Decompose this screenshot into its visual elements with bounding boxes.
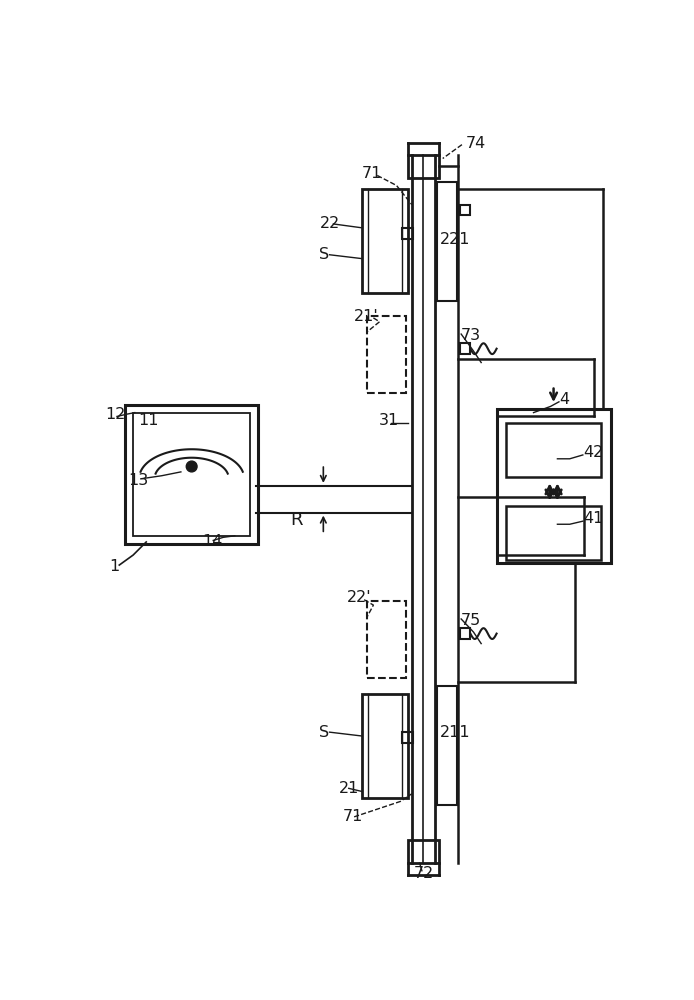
Text: 22': 22' <box>346 590 371 605</box>
Bar <box>437 182 457 301</box>
Bar <box>367 601 406 678</box>
Bar <box>126 405 258 544</box>
Text: 41: 41 <box>584 511 604 526</box>
Bar <box>506 506 601 560</box>
Bar <box>459 205 471 215</box>
Text: 211: 211 <box>439 725 471 740</box>
Text: S: S <box>319 725 330 740</box>
Text: 4: 4 <box>560 392 570 407</box>
Text: 72: 72 <box>414 866 434 881</box>
Bar <box>459 628 471 639</box>
Bar <box>437 686 457 805</box>
Bar <box>133 413 250 536</box>
Bar <box>497 409 611 563</box>
Bar <box>408 155 439 178</box>
Text: 1: 1 <box>109 559 119 574</box>
Text: 13: 13 <box>128 473 149 488</box>
Text: 221: 221 <box>439 232 470 247</box>
Bar <box>459 343 471 354</box>
Bar <box>362 694 408 798</box>
Bar <box>402 732 413 743</box>
Text: 71: 71 <box>343 809 363 824</box>
Text: R: R <box>290 511 303 529</box>
Text: 21: 21 <box>339 781 359 796</box>
Bar <box>362 189 408 293</box>
Text: 22: 22 <box>319 216 340 231</box>
Text: 42: 42 <box>584 445 604 460</box>
Text: 14: 14 <box>203 534 223 549</box>
Bar <box>506 423 601 477</box>
Bar <box>408 840 439 863</box>
Text: 11: 11 <box>139 413 159 428</box>
Text: 31: 31 <box>379 413 399 428</box>
Bar <box>402 228 413 239</box>
Text: 21': 21' <box>354 309 379 324</box>
Text: 75: 75 <box>462 613 482 628</box>
Text: S: S <box>319 247 330 262</box>
Circle shape <box>186 461 197 472</box>
Bar <box>367 316 406 393</box>
Text: 12: 12 <box>105 407 126 422</box>
Text: 71: 71 <box>362 166 382 181</box>
Text: 74: 74 <box>466 136 486 151</box>
Text: 73: 73 <box>462 328 482 343</box>
